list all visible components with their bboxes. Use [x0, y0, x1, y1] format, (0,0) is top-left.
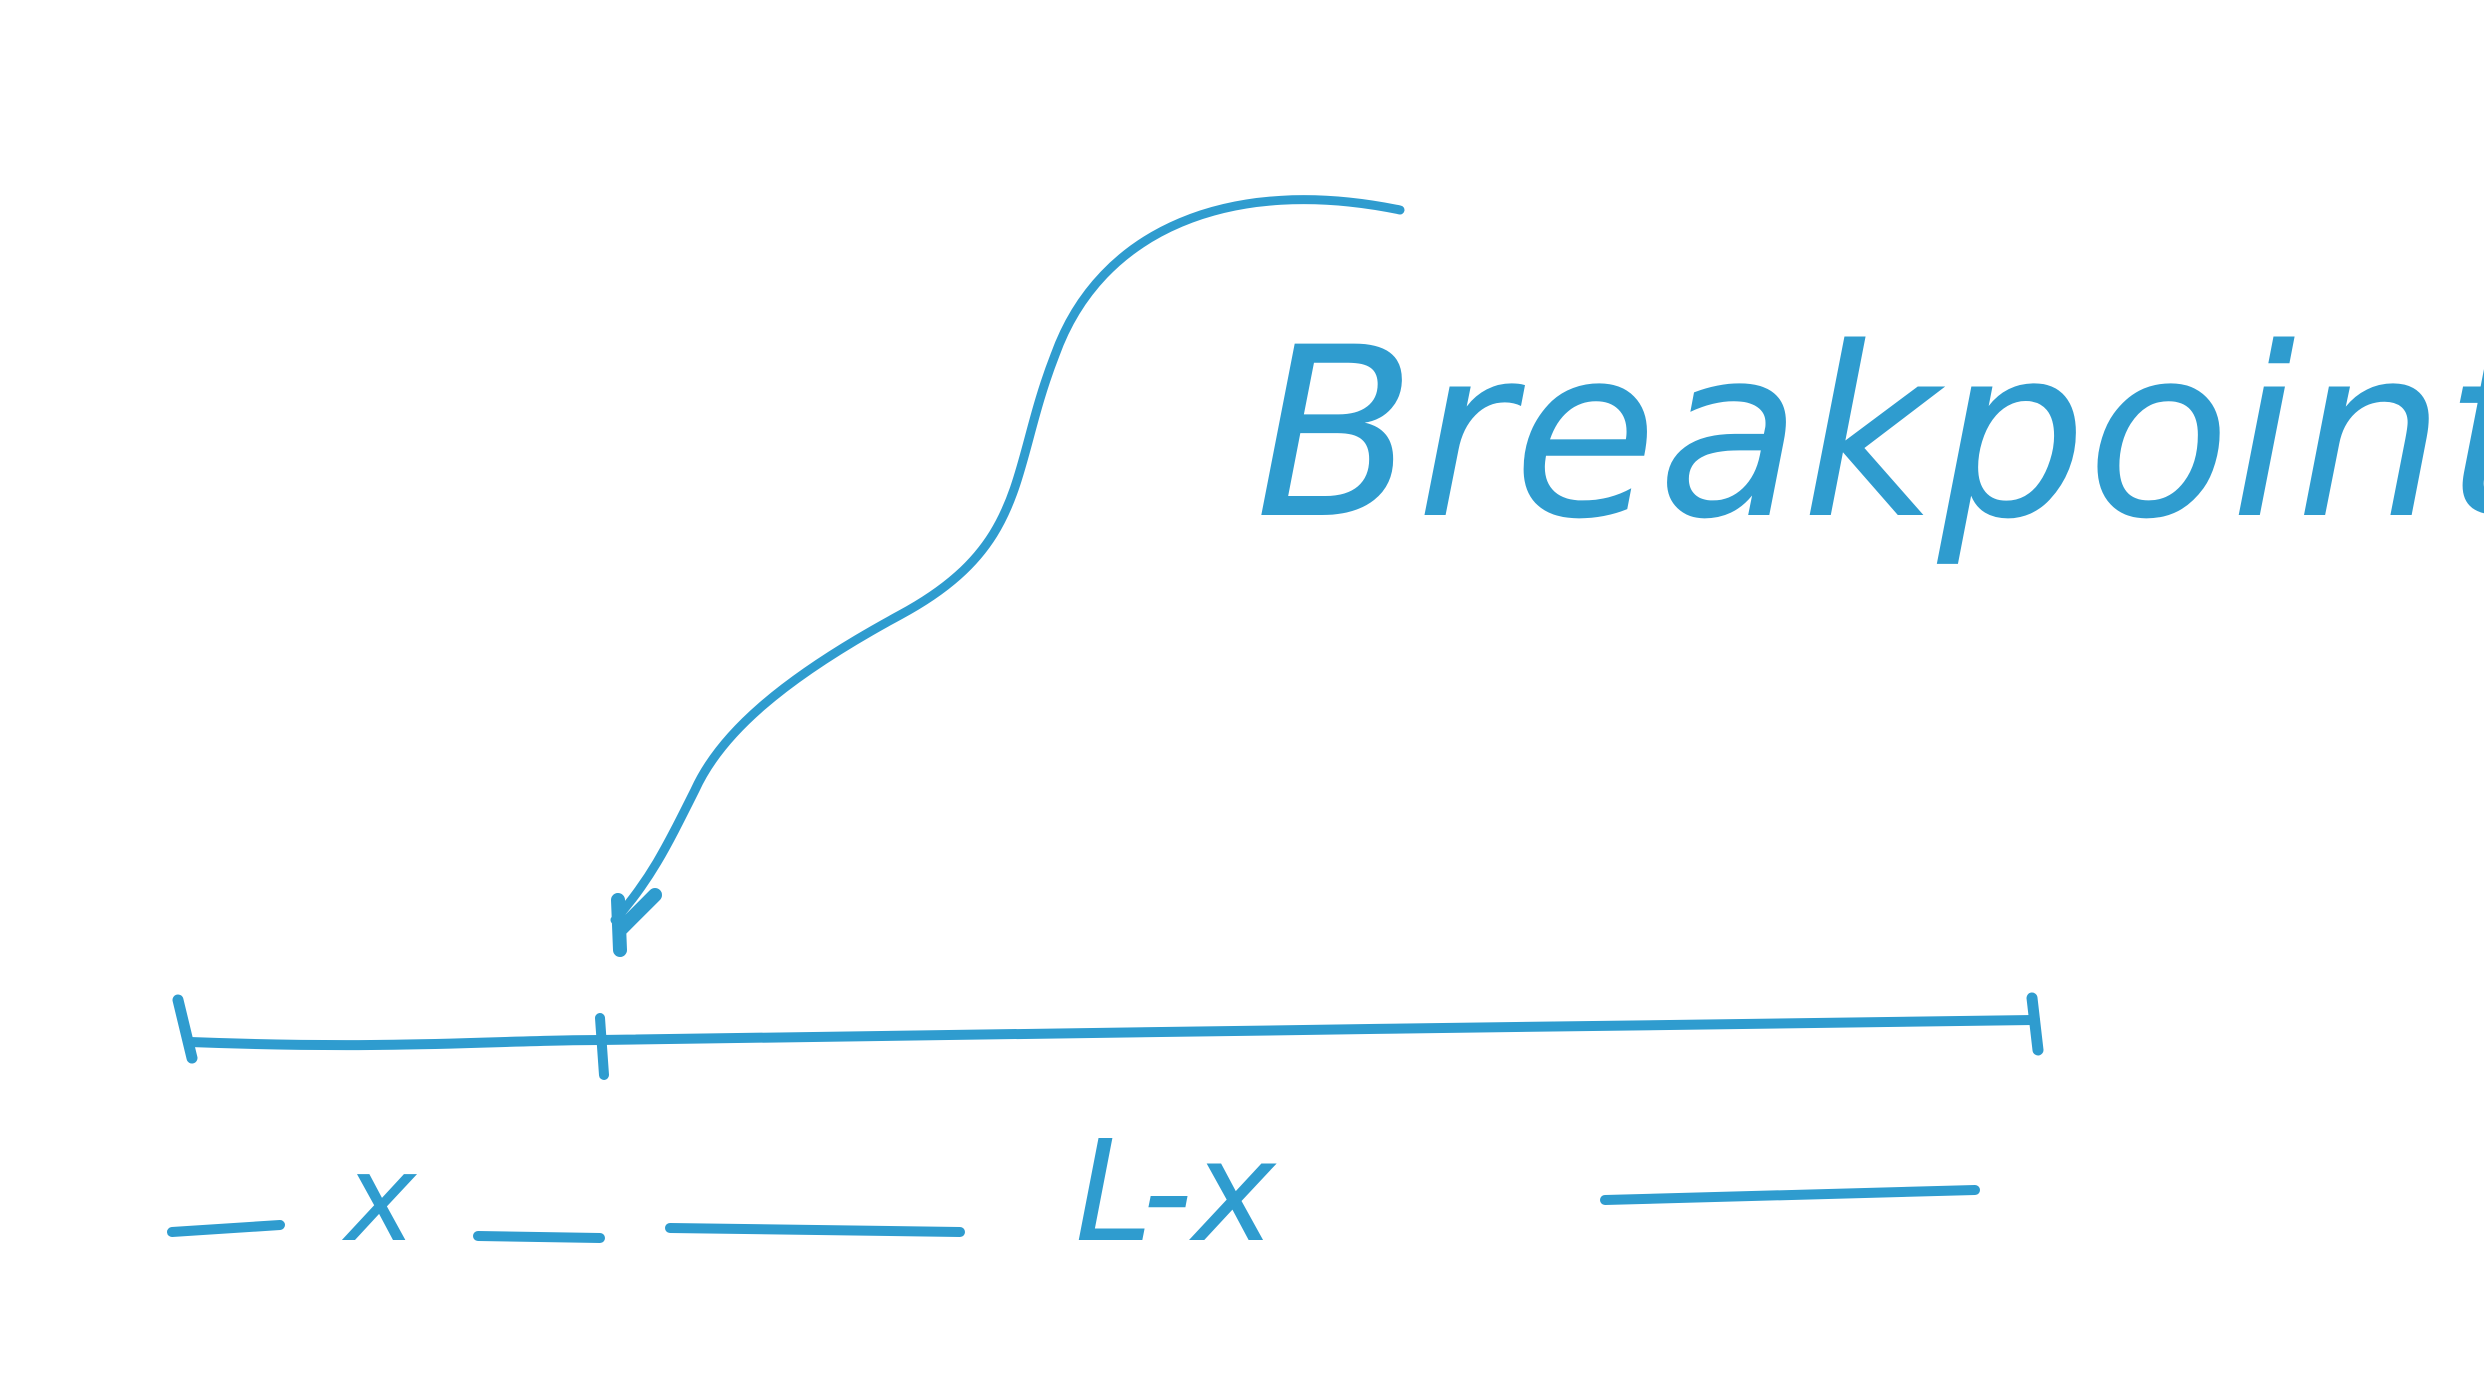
- left-dimension-arrow-left: [167, 1220, 285, 1237]
- callout-arrowhead: [611, 888, 662, 957]
- right-dimension-arrow-left: [665, 1223, 965, 1237]
- left-segment-label: x: [341, 1130, 418, 1269]
- right-dimension-arrow-right: [1600, 1185, 1980, 1205]
- left-dimension-arrow-right: [473, 1231, 605, 1243]
- breakpoint-tick: [595, 1013, 609, 1080]
- right-segment-label: L-x: [1075, 1111, 1278, 1274]
- beam-right-end-tick: [2026, 992, 2044, 1056]
- beam-left-end-tick: [172, 994, 198, 1064]
- breakpoint-label: Breakpoint: [1255, 298, 2484, 571]
- beam-line: [185, 1015, 2040, 1051]
- callout-arrow: [610, 195, 1405, 925]
